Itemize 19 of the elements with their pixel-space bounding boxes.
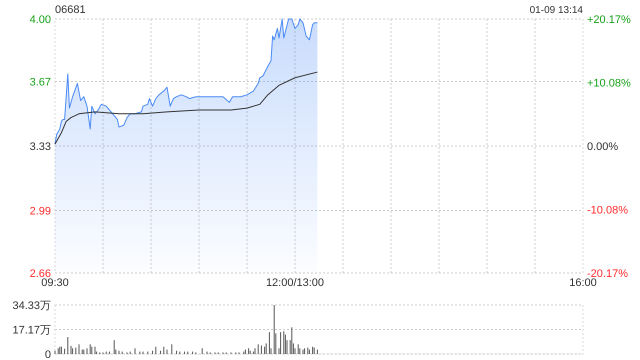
y-tick-label: 4.00 [30, 14, 51, 26]
y-tick-label: 2.99 [30, 205, 51, 218]
y2-tick-label: +10.08% [587, 78, 631, 90]
x-tick-label: 12:00/13:00 [266, 277, 324, 289]
y2-tick-label: -10.08% [587, 204, 628, 216]
y-tick-label: 3.33 [30, 141, 51, 153]
y-tick-label: 0 [44, 349, 51, 360]
y2-tick-label: 0.00% [587, 141, 618, 153]
y-tick-label: 2.66 [30, 268, 51, 280]
y2-tick-label: +20.17% [587, 14, 631, 26]
y-tick-label: 34.33万 [12, 300, 51, 312]
x-tick-label: 09:30 [41, 277, 69, 289]
x-tick-label: 16:00 [569, 277, 597, 289]
y2-tick-label: -20.17% [587, 268, 628, 280]
line-series [54, 72, 318, 145]
chart-title: 06681 [55, 4, 86, 16]
y-tick-label: 17.17万 [12, 324, 51, 336]
y-tick-label: 3.67 [30, 76, 51, 89]
text: 01-09 13:14 [530, 5, 584, 16]
